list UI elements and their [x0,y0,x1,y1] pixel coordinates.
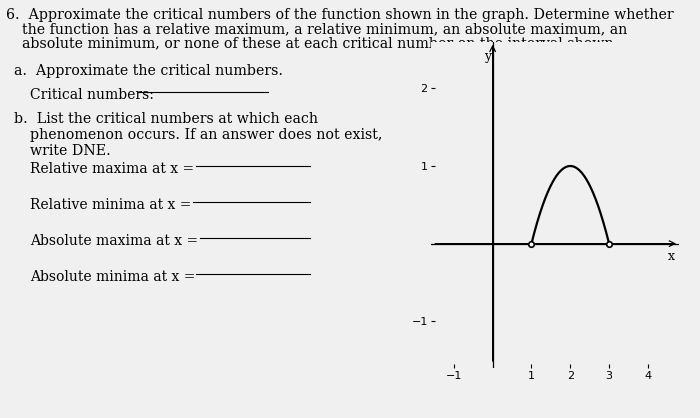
Text: Relative maxima at x =: Relative maxima at x = [30,162,194,176]
Text: Critical numbers:: Critical numbers: [30,88,154,102]
Text: b.  List the critical numbers at which each: b. List the critical numbers at which ea… [14,112,318,126]
Text: 6.  Approximate the critical numbers of the function shown in the graph. Determi: 6. Approximate the critical numbers of t… [6,8,673,22]
Text: Relative minima at x =: Relative minima at x = [30,198,191,212]
Text: Absolute maxima at x =: Absolute maxima at x = [30,234,198,248]
Text: Absolute minima at x =: Absolute minima at x = [30,270,195,284]
Text: x: x [668,250,675,263]
Text: absolute minimum, or none of these at each critical number on the interval shown: absolute minimum, or none of these at ea… [22,36,618,50]
Text: y: y [484,50,491,63]
Text: phenomenon occurs. If an answer does not exist,: phenomenon occurs. If an answer does not… [30,128,382,142]
Text: the function has a relative maximum, a relative minimum, an absolute maximum, an: the function has a relative maximum, a r… [22,22,627,36]
Text: write DNE.: write DNE. [30,144,111,158]
Text: 5 points: 5 points [580,50,638,64]
Text: a.  Approximate the critical numbers.: a. Approximate the critical numbers. [14,64,283,78]
